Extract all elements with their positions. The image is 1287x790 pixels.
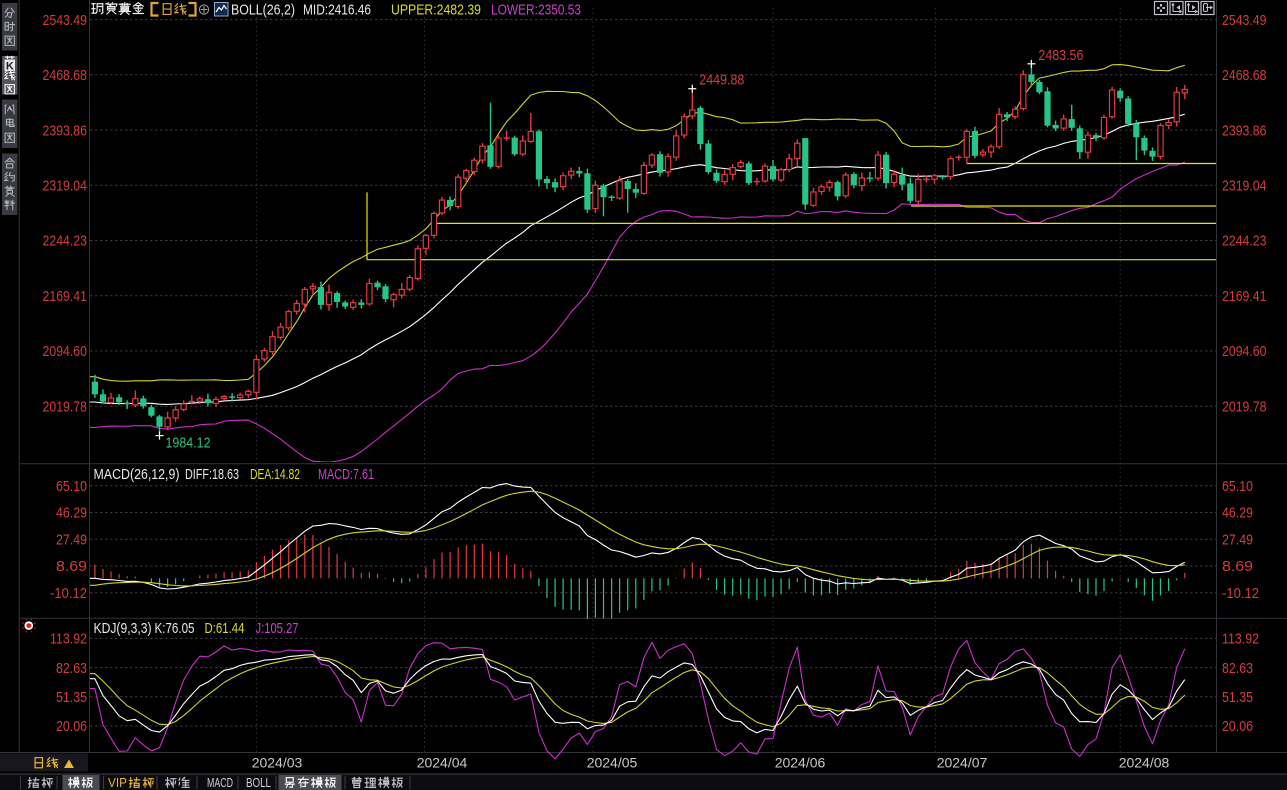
svg-text:46.29: 46.29: [1222, 505, 1253, 522]
svg-text:2024/05: 2024/05: [587, 755, 638, 771]
svg-text:65.10: 65.10: [56, 478, 87, 495]
svg-text:27.49: 27.49: [56, 532, 87, 549]
svg-text:DIFF:18.63: DIFF:18.63: [185, 466, 239, 483]
svg-text:2024/08: 2024/08: [1119, 755, 1170, 771]
svg-text:2543.49: 2543.49: [1222, 12, 1267, 29]
svg-text:2244.23: 2244.23: [1222, 233, 1267, 250]
svg-text:2024/04: 2024/04: [417, 755, 468, 771]
svg-text:1984.12: 1984.12: [166, 435, 211, 452]
svg-text:51.35: 51.35: [56, 689, 87, 706]
svg-text:8.69: 8.69: [1222, 558, 1253, 575]
svg-text:2483.56: 2483.56: [1038, 47, 1083, 64]
svg-text:MACD: MACD: [207, 775, 233, 790]
svg-text:2319.04: 2319.04: [1222, 178, 1267, 195]
svg-text:65.10: 65.10: [1222, 478, 1253, 495]
svg-text:LOWER:2350.53: LOWER:2350.53: [491, 2, 581, 19]
svg-text:2393.86: 2393.86: [1222, 122, 1267, 139]
svg-text:K: K: [6, 61, 14, 73]
svg-text:2019.78: 2019.78: [1222, 398, 1267, 415]
svg-text:20.06: 20.06: [56, 718, 87, 735]
svg-text:-10.12: -10.12: [1222, 585, 1259, 602]
svg-text:2019.78: 2019.78: [43, 398, 88, 415]
svg-text:82.63: 82.63: [1222, 660, 1253, 677]
svg-text:MACD(26,12,9): MACD(26,12,9): [94, 466, 180, 483]
svg-text:UPPER:2482.39: UPPER:2482.39: [391, 2, 481, 19]
svg-text:51.35: 51.35: [1222, 689, 1253, 706]
svg-text:2244.23: 2244.23: [43, 233, 88, 250]
svg-text:K:76.05: K:76.05: [155, 620, 195, 637]
svg-text:2024/03: 2024/03: [252, 755, 303, 771]
svg-text:BOLL(26,2): BOLL(26,2): [231, 2, 295, 19]
svg-text:2169.41: 2169.41: [1222, 288, 1267, 305]
svg-text:BOLL: BOLL: [246, 775, 271, 790]
svg-text:2094.60: 2094.60: [43, 343, 88, 360]
svg-text:8.69: 8.69: [56, 558, 87, 575]
svg-text:MID:2416.46: MID:2416.46: [303, 2, 371, 19]
svg-text:-10.12: -10.12: [50, 585, 87, 602]
svg-text:DEA:14.82: DEA:14.82: [250, 466, 300, 483]
svg-text:MACD:7.61: MACD:7.61: [318, 466, 374, 483]
svg-text:20.06: 20.06: [1222, 718, 1253, 735]
svg-text:113.92: 113.92: [50, 631, 87, 648]
svg-text:KDJ(9,3,3): KDJ(9,3,3): [94, 620, 152, 637]
svg-text:113.92: 113.92: [1222, 631, 1259, 648]
svg-text:2094.60: 2094.60: [1222, 343, 1267, 360]
svg-text:VIP: VIP: [108, 776, 127, 790]
svg-text:2024/06: 2024/06: [775, 755, 826, 771]
svg-text:2449.88: 2449.88: [699, 72, 744, 89]
svg-text:D:61.44: D:61.44: [205, 620, 245, 637]
svg-text:2543.49: 2543.49: [43, 12, 88, 29]
svg-text:82.63: 82.63: [56, 660, 87, 677]
svg-text:46.29: 46.29: [56, 505, 87, 522]
svg-text:2393.86: 2393.86: [43, 122, 88, 139]
svg-text:2468.68: 2468.68: [1222, 67, 1267, 84]
svg-text:2468.68: 2468.68: [43, 67, 88, 84]
svg-text:2169.41: 2169.41: [43, 288, 88, 305]
svg-text:J:105.27: J:105.27: [256, 620, 299, 637]
svg-text:27.49: 27.49: [1222, 532, 1253, 549]
svg-text:2024/07: 2024/07: [937, 755, 988, 771]
svg-text:2319.04: 2319.04: [43, 178, 88, 195]
